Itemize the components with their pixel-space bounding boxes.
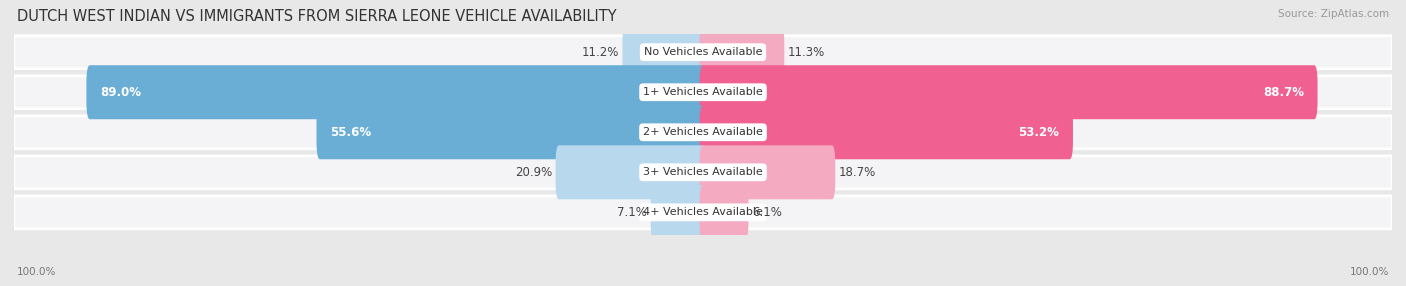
FancyBboxPatch shape: [14, 116, 1392, 149]
Text: 53.2%: 53.2%: [1018, 126, 1059, 139]
FancyBboxPatch shape: [700, 145, 835, 199]
FancyBboxPatch shape: [86, 65, 706, 119]
FancyBboxPatch shape: [555, 145, 706, 199]
Text: 11.3%: 11.3%: [787, 46, 825, 59]
FancyBboxPatch shape: [700, 185, 748, 239]
FancyBboxPatch shape: [14, 76, 1392, 109]
Text: 100.0%: 100.0%: [1350, 267, 1389, 277]
FancyBboxPatch shape: [700, 25, 785, 79]
FancyBboxPatch shape: [14, 156, 1392, 189]
Text: No Vehicles Available: No Vehicles Available: [644, 47, 762, 57]
Text: 7.1%: 7.1%: [617, 206, 647, 219]
Text: 89.0%: 89.0%: [100, 86, 141, 99]
FancyBboxPatch shape: [700, 105, 1073, 159]
FancyBboxPatch shape: [623, 25, 706, 79]
Text: 18.7%: 18.7%: [839, 166, 876, 179]
Text: Source: ZipAtlas.com: Source: ZipAtlas.com: [1278, 9, 1389, 19]
Text: 6.1%: 6.1%: [752, 206, 782, 219]
Text: DUTCH WEST INDIAN VS IMMIGRANTS FROM SIERRA LEONE VEHICLE AVAILABILITY: DUTCH WEST INDIAN VS IMMIGRANTS FROM SIE…: [17, 9, 616, 23]
Text: 55.6%: 55.6%: [330, 126, 371, 139]
Text: 88.7%: 88.7%: [1263, 86, 1303, 99]
FancyBboxPatch shape: [316, 105, 706, 159]
FancyBboxPatch shape: [14, 196, 1392, 229]
Text: 11.2%: 11.2%: [582, 46, 619, 59]
FancyBboxPatch shape: [651, 185, 706, 239]
Text: 4+ Vehicles Available: 4+ Vehicles Available: [643, 207, 763, 217]
FancyBboxPatch shape: [700, 65, 1317, 119]
Text: 100.0%: 100.0%: [17, 267, 56, 277]
Text: 2+ Vehicles Available: 2+ Vehicles Available: [643, 127, 763, 137]
Text: 3+ Vehicles Available: 3+ Vehicles Available: [643, 167, 763, 177]
Text: 1+ Vehicles Available: 1+ Vehicles Available: [643, 87, 763, 97]
Text: 20.9%: 20.9%: [515, 166, 553, 179]
FancyBboxPatch shape: [14, 36, 1392, 69]
